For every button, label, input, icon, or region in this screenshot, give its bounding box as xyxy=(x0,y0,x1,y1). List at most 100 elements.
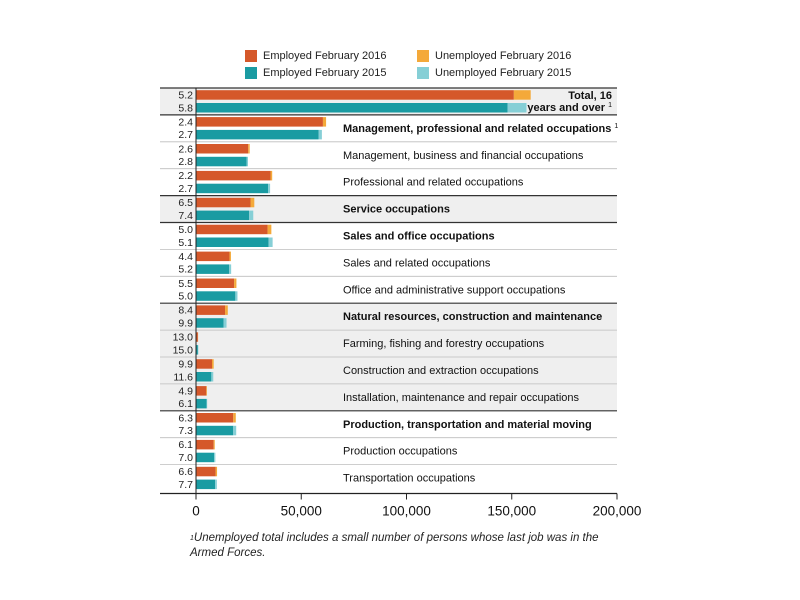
bar-employed-2016 xyxy=(196,144,249,154)
bar-unemployed-2015 xyxy=(249,210,254,221)
bar-unemployed-2016 xyxy=(215,466,218,477)
row-band-shade xyxy=(160,383,617,411)
bar-unemployed-2016 xyxy=(213,439,215,450)
bar-employed-2015 xyxy=(196,264,230,274)
category-label-text: Production, transportation and material … xyxy=(343,419,592,431)
rate-label-2015: 7.3 xyxy=(178,425,193,437)
row-band-shade xyxy=(160,303,617,331)
bar-employed-2016 xyxy=(196,386,207,396)
footnote: 1Unemployed total includes a small numbe… xyxy=(190,531,610,561)
rate-label-2015: 7.7 xyxy=(178,479,193,491)
category-label: Sales and office occupations xyxy=(343,231,495,243)
rate-label-2016: 13.0 xyxy=(173,332,194,344)
legend-swatch-employed-2016 xyxy=(245,50,257,62)
bar-unemployed-2015 xyxy=(214,452,216,463)
bar-unemployed-2015 xyxy=(233,425,237,436)
bar-unemployed-2016 xyxy=(248,144,250,154)
legend-label-employed-2015: Employed February 2015 xyxy=(263,67,387,79)
category-label-line2: years and over 1 xyxy=(527,102,612,114)
rate-label-2015: 9.9 xyxy=(178,318,193,330)
rate-label-2015: 5.2 xyxy=(178,264,193,276)
footnote-marker: 1 xyxy=(190,535,194,542)
bar-unemployed-2016 xyxy=(206,386,207,396)
category-label-text: Service occupations xyxy=(343,204,450,216)
legend-item-employed-2016: Employed February 2016 xyxy=(245,50,387,62)
bar-employed-2015 xyxy=(196,398,207,409)
rate-label-2016: 2.2 xyxy=(178,170,193,182)
category-label: Office and administrative support occupa… xyxy=(343,284,566,296)
footnote-ref: 1 xyxy=(608,102,612,109)
bar-employed-2016 xyxy=(196,117,323,127)
rate-label-2015: 7.4 xyxy=(178,210,193,222)
rate-label-2016: 6.6 xyxy=(178,466,193,478)
category-label-text: Construction and extraction occupations xyxy=(343,365,539,377)
bar-employed-2016 xyxy=(196,278,235,288)
legend-item-unemployed-2015: Unemployed February 2015 xyxy=(417,67,571,79)
category-label-text: Sales and related occupations xyxy=(343,257,491,269)
bar-unemployed-2016 xyxy=(225,305,228,315)
rate-label-2016: 4.4 xyxy=(178,251,193,263)
category-label-text: Production occupations xyxy=(343,446,458,458)
rate-label-2016: 9.9 xyxy=(178,359,193,371)
x-tick-label: 100,000 xyxy=(382,504,431,519)
bar-employed-2015 xyxy=(196,425,234,436)
rate-label-2015: 5.8 xyxy=(178,102,193,114)
bar-unemployed-2015 xyxy=(507,103,527,113)
bar-unemployed-2015 xyxy=(318,129,322,140)
category-label-text: Management, business and financial occup… xyxy=(343,150,584,162)
category-label: Installation, maintenance and repair occ… xyxy=(343,392,580,404)
bar-employed-2016 xyxy=(196,466,216,477)
bar-unemployed-2016 xyxy=(234,278,237,288)
bar-employed-2016 xyxy=(196,332,198,342)
bar-unemployed-2016 xyxy=(267,224,272,235)
rate-labels: 5.25.82.42.72.62.82.22.76.57.45.05.14.45… xyxy=(173,90,194,491)
bar-employed-2015 xyxy=(196,345,198,355)
bar-unemployed-2015 xyxy=(246,156,248,167)
rate-label-2015: 15.0 xyxy=(173,344,194,356)
bar-employed-2015 xyxy=(196,210,250,221)
rate-label-2015: 5.1 xyxy=(178,237,193,249)
x-tick-label: 50,000 xyxy=(281,504,322,519)
row-band-shade xyxy=(160,330,617,357)
legend-label-unemployed-2015: Unemployed February 2015 xyxy=(435,67,572,79)
rate-label-2016: 2.4 xyxy=(178,116,193,128)
bar-employed-2015 xyxy=(196,129,319,140)
bar-employed-2016 xyxy=(196,439,214,450)
bar-employed-2015 xyxy=(196,479,216,490)
category-label-text: years and over xyxy=(527,102,608,114)
bar-unemployed-2016 xyxy=(233,413,236,423)
bar-employed-2015 xyxy=(196,156,247,167)
rate-label-2016: 5.5 xyxy=(178,278,193,290)
rate-label-2016: 5.2 xyxy=(178,90,193,102)
category-label: Sales and related occupations xyxy=(343,257,491,269)
x-tick-label: 150,000 xyxy=(487,504,536,519)
row-bands xyxy=(160,87,617,466)
rate-label-2015: 6.1 xyxy=(178,398,193,410)
x-tick-label: 0 xyxy=(192,504,200,519)
category-label-text: Natural resources, construction and main… xyxy=(343,311,602,323)
bar-employed-2016 xyxy=(196,413,234,423)
rate-label-2015: 5.0 xyxy=(178,291,193,303)
category-label: Farming, fishing and forestry occupation… xyxy=(343,338,545,350)
bar-employed-2016 xyxy=(196,197,251,208)
bar-unemployed-2015 xyxy=(235,291,238,301)
bar-unemployed-2015 xyxy=(268,237,273,247)
x-tick-label: 200,000 xyxy=(593,504,642,519)
bar-unemployed-2015 xyxy=(223,318,227,328)
bar-unemployed-2016 xyxy=(513,90,531,100)
rate-label-2016: 2.6 xyxy=(178,143,193,155)
legend-item-employed-2015: Employed February 2015 xyxy=(245,67,387,79)
category-label-text: Office and administrative support occupa… xyxy=(343,284,566,296)
bar-employed-2016 xyxy=(196,305,226,315)
category-label: Production occupations xyxy=(343,446,458,458)
rate-label-2016: 6.1 xyxy=(178,439,193,451)
rate-label-2016: 5.0 xyxy=(178,224,193,236)
bar-employed-2015 xyxy=(196,291,236,301)
bar-employed-2015 xyxy=(196,103,508,113)
category-label: Management, business and financial occup… xyxy=(343,150,584,162)
legend-swatch-unemployed-2015 xyxy=(417,67,429,79)
footnote-ref: 1 xyxy=(614,123,618,130)
bar-employed-2016 xyxy=(196,224,268,235)
bar-unemployed-2016 xyxy=(322,117,327,127)
